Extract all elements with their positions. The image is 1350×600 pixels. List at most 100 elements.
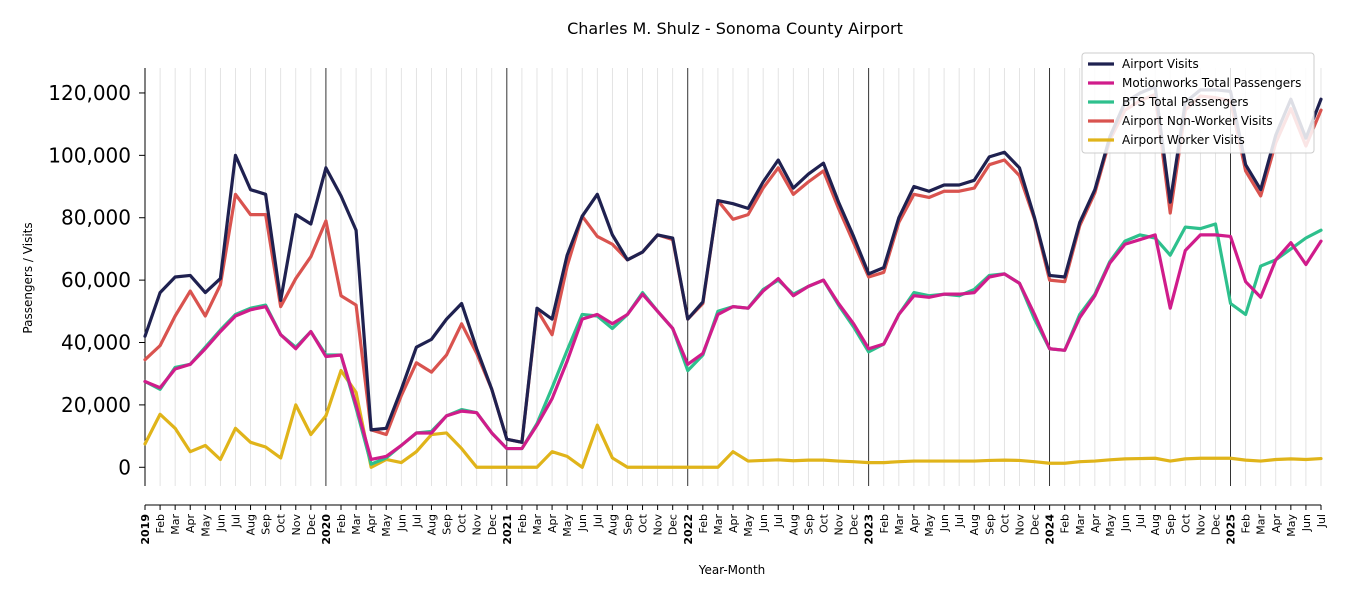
x-tick-label: May	[742, 514, 755, 537]
x-tick-label: Apr	[184, 514, 197, 534]
x-tick-label: Feb	[1240, 514, 1253, 533]
x-tick-label: Dec	[1209, 514, 1222, 535]
legend-label: Airport Worker Visits	[1122, 133, 1245, 147]
x-tick-label: 2024	[1044, 514, 1057, 545]
legend: Airport Visits Motionworks Total Passenge…	[1081, 52, 1315, 154]
x-tick-label: Jul	[229, 514, 242, 528]
x-tick-label: May	[561, 514, 574, 537]
x-tick-label: Aug	[606, 514, 619, 535]
x-tick-label: Oct	[456, 513, 469, 533]
x-tick-label: Jun	[1300, 514, 1313, 532]
vertical-gridlines	[144, 68, 1322, 486]
x-tick-label: Sep	[802, 514, 815, 535]
x-tick-label: Apr	[1270, 514, 1283, 534]
x-tick-label: Feb	[878, 514, 891, 533]
x-tick-label: Dec	[848, 514, 861, 535]
x-tick-label: Oct	[998, 513, 1011, 533]
x-tick-label: Apr	[908, 514, 921, 534]
y-tick-label: 20,000	[61, 393, 131, 417]
x-tick-label: May	[199, 514, 212, 537]
x-tick-label: Sep	[621, 514, 634, 535]
x-tick-label: Jun	[1119, 514, 1132, 532]
x-tick-label: 2025	[1225, 514, 1238, 545]
x-tick-label: Nov	[652, 514, 665, 536]
x-tick-label: Jun	[938, 514, 951, 532]
x-tick-label: Jun	[576, 514, 589, 532]
x-tick-label: Jun	[757, 514, 770, 532]
x-tick-label: 2022	[682, 514, 695, 545]
legend-label: Airport Non-Worker Visits	[1122, 114, 1273, 128]
x-tick-label: 2019	[139, 514, 152, 545]
x-tick-label: Jun	[214, 514, 227, 532]
x-tick-label: Mar	[531, 514, 544, 535]
y-tick-label: 40,000	[61, 331, 131, 355]
x-tick-label: Mar	[1074, 514, 1087, 535]
x-tick-label: Sep	[260, 514, 273, 535]
x-tick-label: 2021	[501, 514, 514, 545]
x-tick-label: May	[923, 514, 936, 537]
x-tick-label: Feb	[154, 514, 167, 533]
x-tick-label: Feb	[1059, 514, 1072, 533]
x-tick-label: Mar	[169, 514, 182, 535]
x-tick-label: 2023	[863, 514, 876, 545]
x-tick-label: 2020	[320, 514, 333, 545]
y-tick-label: 100,000	[48, 143, 131, 167]
x-tick-label: Nov	[1194, 514, 1207, 536]
x-tick-label: Jul	[772, 514, 785, 528]
x-tick-label: Apr	[365, 514, 378, 534]
x-tick-label: Jul	[1134, 514, 1147, 528]
x-tick-label: Mar	[350, 514, 363, 535]
x-tick-label: Apr	[1089, 514, 1102, 534]
legend-label: Airport Visits	[1122, 57, 1199, 71]
series-line-motionworks-total-passengers	[143, 233, 1323, 462]
x-tick-label: Jul	[1315, 514, 1328, 528]
x-tick-label: Sep	[983, 514, 996, 535]
x-tick-label: Mar	[1255, 514, 1268, 535]
x-tick-label: Nov	[471, 514, 484, 536]
x-tick-label: Sep	[1164, 514, 1177, 535]
x-tick-labels: 2019 Feb Mar Apr May Jun Jul Aug Sep Oct Nov Dec 202…	[139, 505, 1328, 545]
legend-label: Motionworks Total Passengers	[1122, 76, 1301, 90]
x-tick-label: Jun	[395, 514, 408, 532]
x-tick-label: Oct	[817, 513, 830, 533]
x-tick-label: Aug	[245, 514, 258, 535]
x-tick-label: Aug	[968, 514, 981, 535]
y-tick-label: 60,000	[61, 268, 131, 292]
x-tick-label: Feb	[516, 514, 529, 533]
x-tick-label: Oct	[637, 513, 650, 533]
x-tick-label: Mar	[893, 514, 906, 535]
x-tick-label: Apr	[546, 514, 559, 534]
x-tick-label: Dec	[305, 514, 318, 535]
x-tick-label: Aug	[425, 514, 438, 535]
chart-title: Charles M. Shulz - Sonoma County Airport	[567, 19, 903, 38]
y-tick-label: 0	[118, 455, 131, 479]
x-tick-label: Nov	[833, 514, 846, 536]
x-tick-label: Apr	[727, 514, 740, 534]
x-tick-label: Dec	[1029, 514, 1042, 535]
x-tick-label: Mar	[712, 514, 725, 535]
x-tick-label: Aug	[787, 514, 800, 535]
x-tick-label: Feb	[697, 514, 710, 533]
x-tick-label: Aug	[1149, 514, 1162, 535]
x-tick-label: May	[380, 514, 393, 537]
x-tick-label: Nov	[1013, 514, 1026, 536]
x-tick-label: Nov	[290, 514, 303, 536]
legend-box	[1081, 52, 1315, 154]
series-line-airport-worker-visits	[143, 368, 1323, 469]
x-tick-label: Oct	[275, 513, 288, 533]
x-tick-label: Sep	[441, 514, 454, 535]
x-tick-label: Jul	[410, 514, 423, 528]
y-axis-label: Passengers / Visits	[21, 222, 35, 333]
x-tick-label: Oct	[1179, 513, 1192, 533]
y-tick-label: 120,000	[48, 81, 131, 105]
x-tick-label: Dec	[486, 514, 499, 535]
x-axis-label: Year-Month	[698, 563, 766, 577]
x-tick-label: May	[1285, 514, 1298, 537]
x-tick-label: Feb	[335, 514, 348, 533]
x-tick-label: Jul	[591, 514, 604, 528]
y-tick-label: 80,000	[61, 206, 131, 230]
x-tick-label: Jul	[953, 514, 966, 528]
x-tick-label: Dec	[667, 514, 680, 535]
legend-label: BTS Total Passengers	[1122, 95, 1249, 109]
